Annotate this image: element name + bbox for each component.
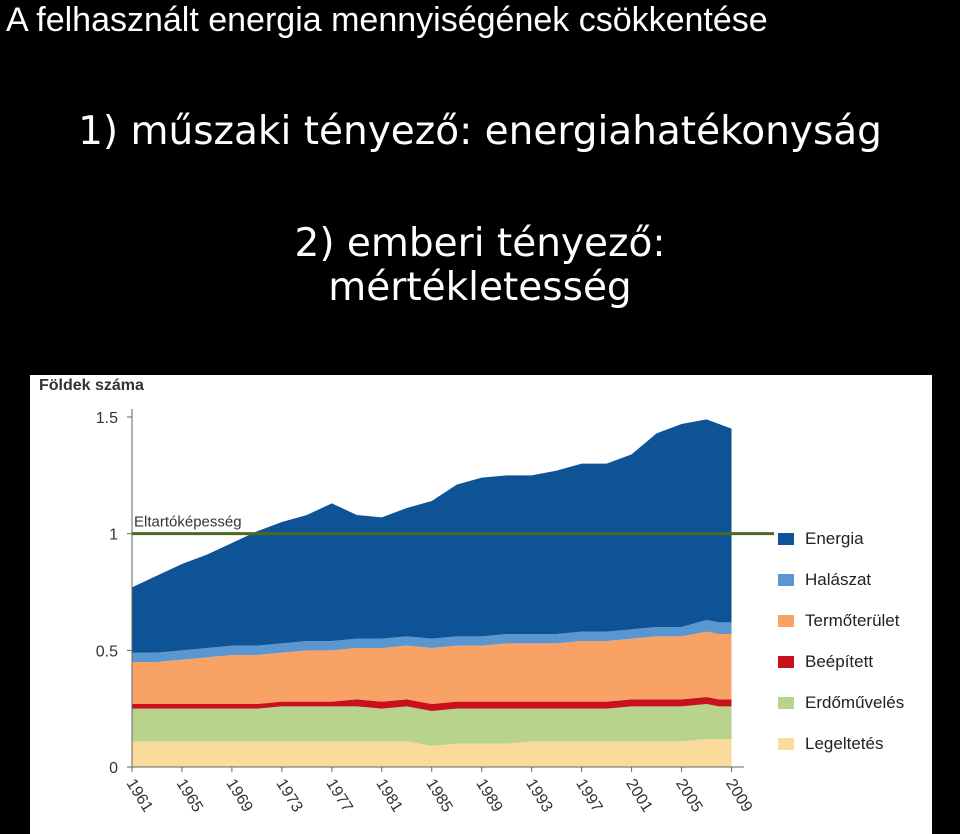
x-tick-label: 1989: [472, 776, 505, 815]
x-tick-label: 1965: [173, 776, 206, 815]
area-termőterület: [132, 631, 732, 704]
y-tick-label: 0: [109, 760, 118, 777]
y-tick-label: 1: [109, 527, 118, 544]
x-tick-label: 2005: [672, 776, 705, 815]
x-tick-label: 1981: [372, 776, 405, 815]
legend-swatch: [778, 615, 794, 627]
point-2: 2) emberi tényező: mértékletesség: [0, 222, 960, 310]
legend-swatch: [778, 738, 794, 750]
slide-title: A felhasznált energia mennyiségének csök…: [6, 1, 768, 39]
y-tick-label: 0.5: [96, 643, 118, 660]
legend-swatch: [778, 574, 794, 586]
legend-label: Beépített: [805, 652, 874, 671]
legend-label: Legeltetés: [805, 734, 884, 753]
area-halászat: [132, 620, 732, 662]
x-tick-label: 1977: [322, 776, 355, 815]
y-axis-label: Földek száma: [39, 377, 144, 394]
point-2-line-1: 2) emberi tényező:: [294, 221, 666, 266]
x-tick-label: 2009: [722, 776, 755, 815]
legend-label: Erdőművelés: [805, 693, 905, 712]
chart-panel: 0 0.5 1 1.5 1961 1965 1969 1973 1977 1981 1985 1989…: [30, 375, 932, 834]
area-erdőművelés: [132, 704, 732, 746]
x-tick-label: 1997: [572, 776, 605, 815]
legend-label: Halászat: [805, 570, 872, 589]
legend-swatch: [778, 533, 794, 545]
x-tick-label: 1961: [123, 776, 156, 815]
x-tick-label: 1973: [272, 776, 305, 815]
area-legeltetés: [132, 739, 732, 767]
legend-swatch: [778, 656, 794, 668]
legend-label: Termőterület: [805, 611, 900, 630]
x-tick-label: 2001: [622, 776, 655, 815]
legend-label: Energia: [805, 529, 864, 548]
y-tick-label: 1.5: [96, 410, 118, 427]
ecological-footprint-chart: 0 0.5 1 1.5 1961 1965 1969 1973 1977 1981 1985 1989…: [96, 409, 774, 815]
x-tick-label: 1969: [223, 776, 256, 815]
area-energia: [132, 419, 732, 653]
x-tick-label: 1985: [422, 776, 455, 815]
point-1: 1) műszaki tényező: energiahatékonyság: [78, 109, 882, 154]
legend-swatch: [778, 697, 794, 709]
capacity-line-label: Eltartóképesség: [134, 514, 242, 531]
x-tick-label: 1993: [522, 776, 555, 815]
point-2-line-2: mértékletesség: [328, 265, 632, 310]
